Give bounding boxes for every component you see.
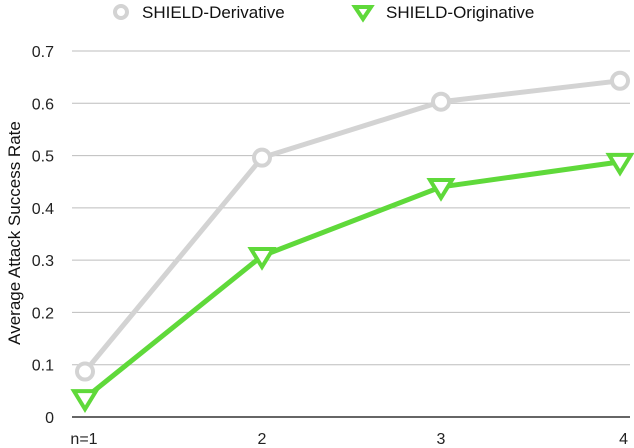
y-axis-label: Average Attack Success Rate [5,121,24,345]
y-tick-label: 0.1 [32,358,54,375]
y-tick-label: 0.7 [32,44,54,61]
y-tick-label: 0.6 [32,96,54,113]
series-line [83,78,621,374]
y-tick-label: 0.3 [32,253,54,270]
triangle-marker [247,246,277,271]
y-tick-label: 0.4 [32,201,54,218]
series-shield-originative [70,152,634,414]
y-tick-label: 0.2 [32,305,54,322]
series-shield-derivative [75,70,630,382]
legend-triangle-icon [351,5,375,23]
triangle-marker [426,177,456,202]
triangle-marker [605,152,634,177]
circle-marker [431,91,451,112]
legend: SHIELD-Derivative SHIELD-Originative [113,3,534,23]
legend-circle-icon [113,4,129,20]
x-tick-label: 4 [619,431,628,448]
series-line [83,159,621,401]
circle-marker [610,70,630,91]
x-tick-label: 2 [258,431,267,448]
circle-marker [252,147,272,168]
legend-label-derivative: SHIELD-Derivative [142,3,285,22]
x-tick-label: n=1 [70,431,97,448]
x-tick-label: 3 [437,431,446,448]
y-tick-label: 0 [45,410,54,427]
legend-label-originative: SHIELD-Originative [386,3,534,22]
triangle-marker [70,389,100,414]
y-tick-label: 0.5 [32,149,54,166]
circle-marker [75,361,95,382]
